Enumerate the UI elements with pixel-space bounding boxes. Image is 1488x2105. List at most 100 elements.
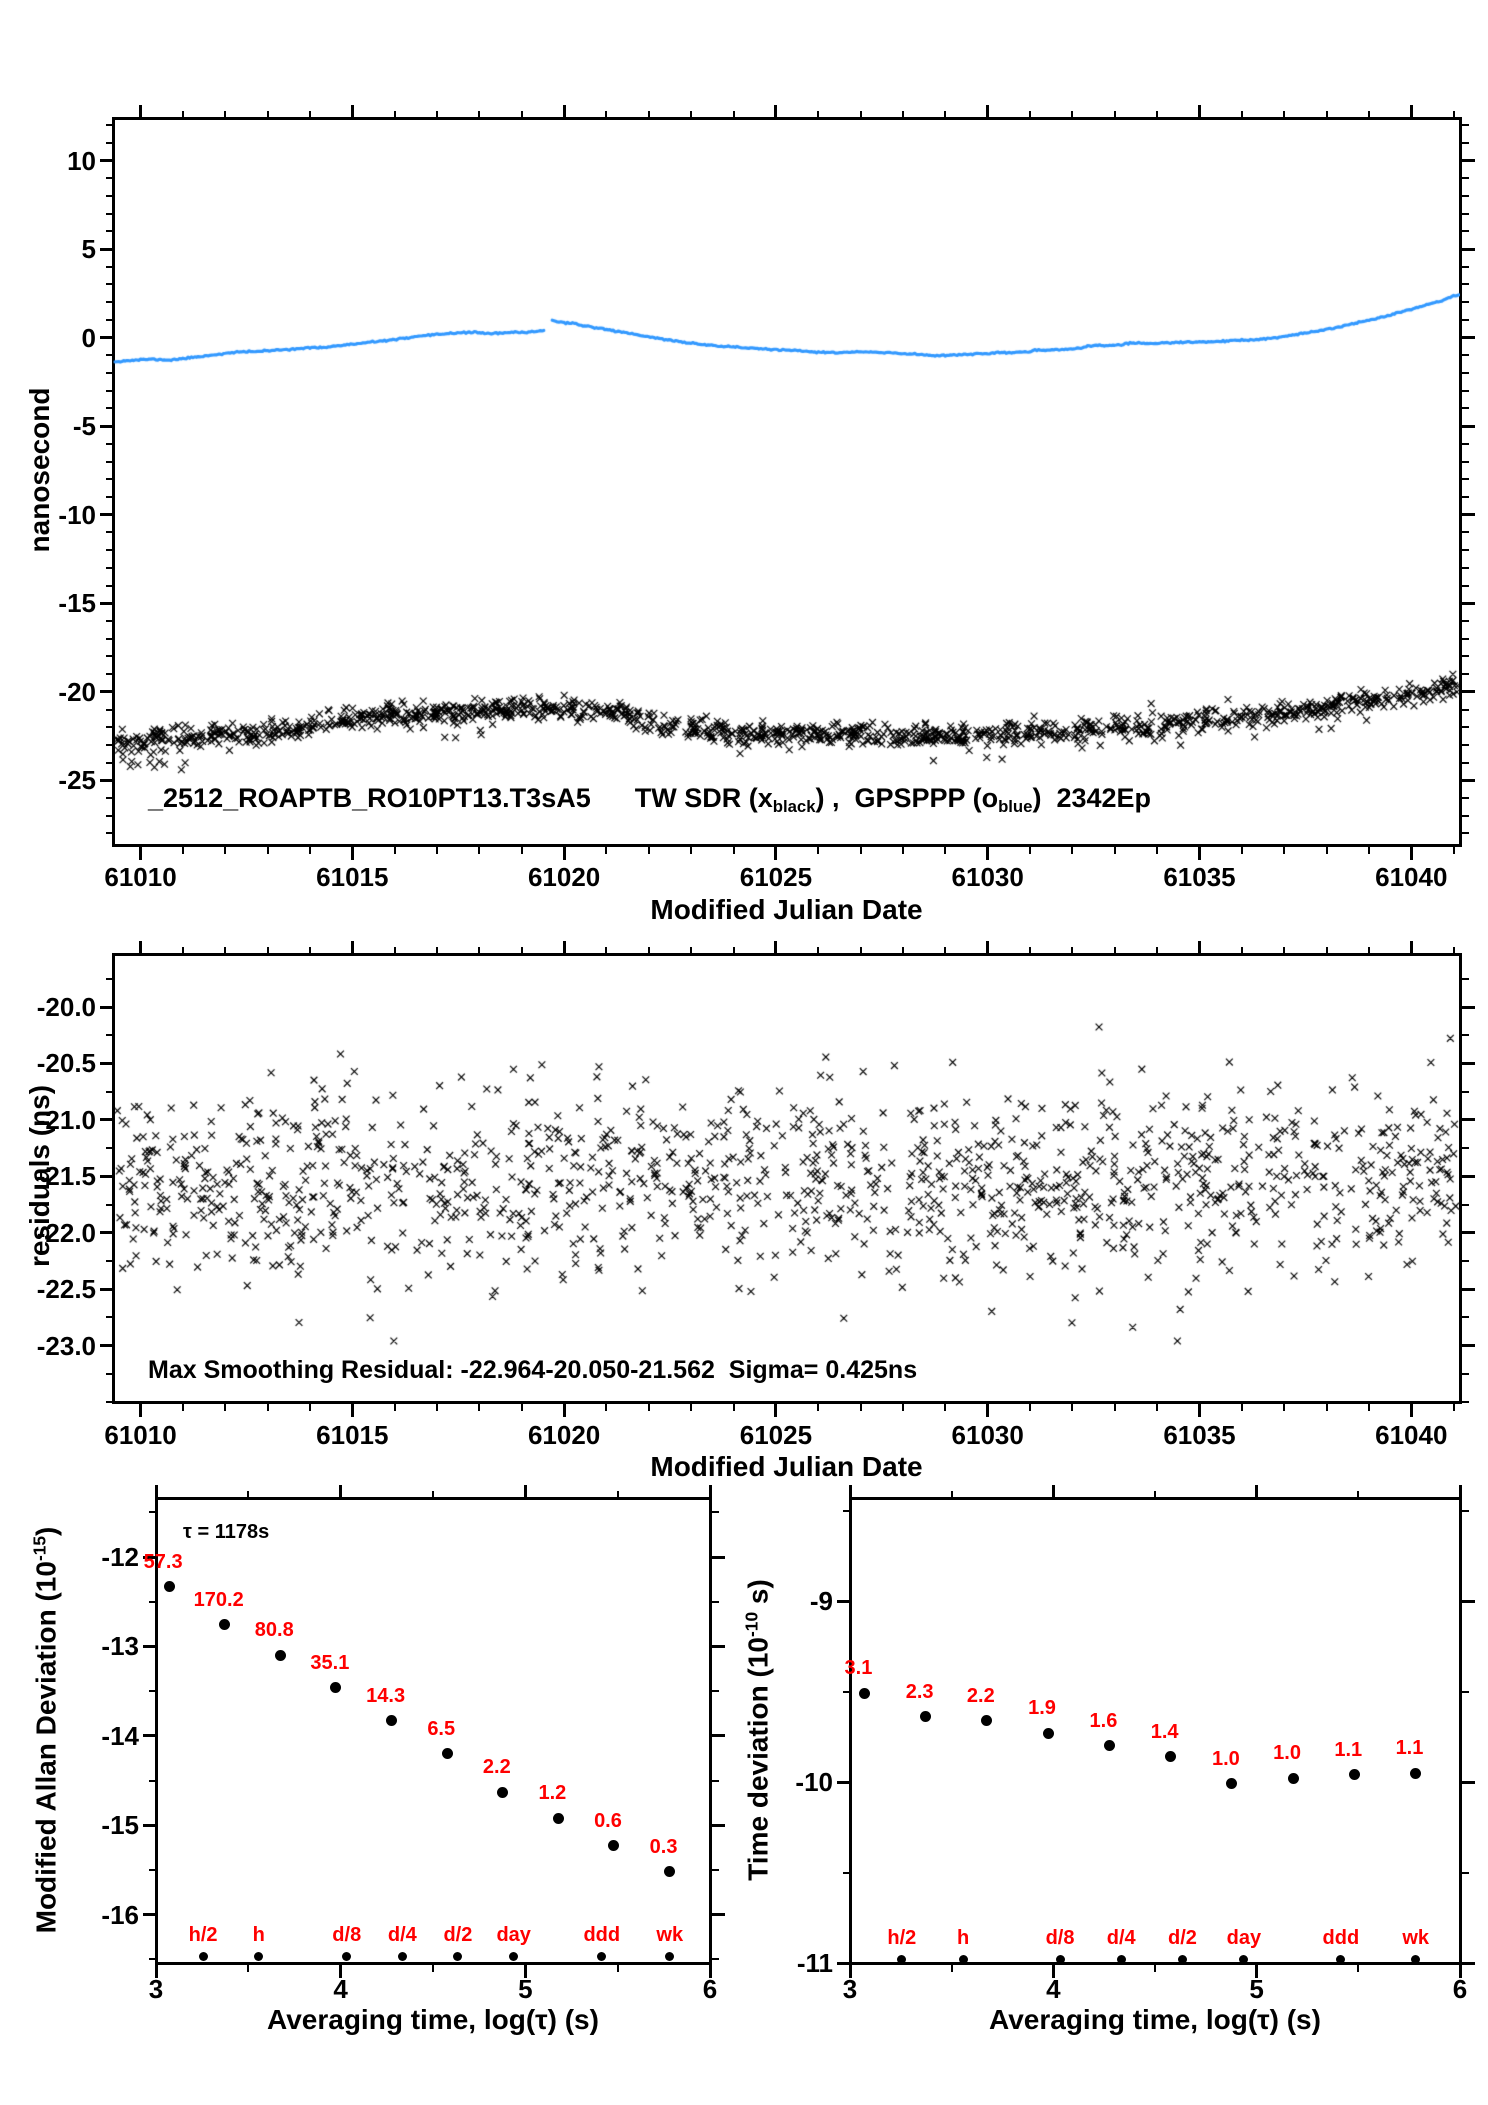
- tdev-data-point: [1103, 1740, 1115, 1752]
- tw-gps-comparison-x-minor-tick: [436, 847, 439, 854]
- tw-gps-comparison-y-minor-tick: [106, 814, 113, 817]
- residuals-y-minor-tick: [1462, 1372, 1469, 1375]
- mdev-y-minor-tick: [712, 1958, 719, 1961]
- residuals-x-minor-tick: [1071, 1404, 1074, 1411]
- residuals-x-minor-tick: [1452, 947, 1455, 954]
- tw-gps-comparison-x-minor-tick: [181, 111, 184, 118]
- residuals-y-minor-tick: [1462, 1316, 1469, 1319]
- tdev-x-major-tick: [1051, 1485, 1055, 1498]
- residuals-x-minor-tick: [1029, 947, 1032, 954]
- residuals-x-minor-tick: [520, 1404, 523, 1411]
- tw-gps-comparison-x-minor-tick: [1367, 847, 1370, 854]
- tw-gps-comparison-y-minor-tick: [1462, 531, 1469, 534]
- residuals-y-minor-tick: [106, 1401, 113, 1403]
- residuals-y-major-tick: [100, 1231, 113, 1235]
- tw-gps-comparison-x-minor-tick: [308, 847, 311, 854]
- tw-gps-comparison-y-minor-tick: [1462, 619, 1469, 622]
- residuals-x-minor-tick: [647, 947, 650, 954]
- mdev-y-tick-label: -16: [101, 1899, 139, 1930]
- tw-gps-comparison-x-minor-tick: [647, 111, 650, 118]
- tw-gps-comparison-x-minor-tick: [1325, 847, 1328, 854]
- tw-gps-comparison-x-minor-tick: [605, 847, 608, 854]
- tw-gps-comparison-y-tick-label: 0: [81, 322, 96, 353]
- residuals-x-tick-label: 61030: [951, 1420, 1024, 1450]
- residuals-y-tick-label: -21.0: [36, 1104, 96, 1135]
- tw-gps-comparison-y-minor-tick: [1462, 354, 1469, 357]
- residuals-x-minor-tick: [436, 1404, 439, 1411]
- mdev-y-major-tick: [143, 1823, 156, 1827]
- residuals-x-minor-tick: [1325, 1404, 1328, 1411]
- residuals-x-major-tick: [1409, 1404, 1413, 1417]
- mdev-x-major-tick: [523, 1485, 527, 1498]
- tdev-time-marker-dot: [958, 1954, 968, 1964]
- mdev-point-value-label: 80.8: [254, 1619, 294, 1642]
- residuals-x-minor-tick: [1071, 947, 1074, 954]
- tdev-point-value-label: 1.1: [1395, 1737, 1424, 1760]
- tw-gps-comparison-x-major-tick: [562, 847, 566, 860]
- mdev-y-tick-label: -13: [101, 1631, 139, 1662]
- tw-gps-comparison-y-major-tick: [100, 336, 113, 340]
- tw-gps-comparison-y-minor-tick: [1462, 212, 1469, 215]
- mdev-x-major-tick: [339, 1965, 343, 1978]
- mdev-xlabel: Averaging time, log(τ) (s): [267, 2004, 599, 2035]
- residuals-x-minor-tick: [1240, 1404, 1243, 1411]
- residuals-y-tick-label: -23.0: [36, 1330, 96, 1361]
- mdev-x-minor-tick: [247, 1965, 250, 1972]
- mdev-data-point: [608, 1840, 620, 1852]
- residuals-x-minor-tick: [520, 947, 523, 954]
- tw-gps-comparison-x-tick-label: 61040: [1375, 862, 1448, 892]
- residuals-x-minor-tick: [944, 947, 947, 954]
- tw-gps-comparison-x-minor-tick: [901, 847, 904, 854]
- tdev-time-marker-dot: [1239, 1954, 1249, 1964]
- tdev-point-value-label: 2.3: [905, 1680, 934, 1703]
- mdev-time-marker-dot: [665, 1951, 675, 1961]
- tw-gps-comparison-y-minor-tick: [106, 372, 113, 375]
- mdev-time-marker-label: d/2: [443, 1924, 473, 1946]
- tw-gps-comparison-y-minor-tick: [106, 761, 113, 764]
- residuals-y-major-tick: [100, 1174, 113, 1178]
- tw-gps-comparison-y-major-tick: [100, 424, 113, 428]
- tw-gps-comparison-y-minor-tick: [1462, 283, 1469, 286]
- tw-gps-comparison-x-minor-tick: [520, 847, 523, 854]
- mdev-x-minor-tick: [616, 1965, 619, 1972]
- tw-gps-comparison-y-minor-tick: [1462, 673, 1469, 676]
- tw-gps-comparison-x-major-tick: [986, 847, 990, 860]
- residuals-y-tick-label: -22.5: [36, 1274, 96, 1305]
- residuals-x-minor-tick: [1283, 1404, 1286, 1411]
- mdev-y-minor-tick: [712, 1511, 719, 1514]
- tw-gps-comparison-x-minor-tick: [1029, 847, 1032, 854]
- tw-gps-comparison-x-minor-tick: [1029, 111, 1032, 118]
- tw-gps-comparison-y-minor-tick: [1462, 584, 1469, 587]
- mdev-time-marker-label: d/4: [387, 1924, 417, 1946]
- residuals-x-minor-tick: [901, 1404, 904, 1411]
- tw-gps-comparison-x-minor-tick: [393, 111, 396, 118]
- residuals-y-major-tick: [1462, 1174, 1475, 1178]
- tw-gps-comparison-x-major-tick: [986, 105, 990, 118]
- tdev-point-value-label: 1.9: [1028, 1697, 1056, 1720]
- residuals-x-minor-tick: [1156, 1404, 1159, 1411]
- tdev-y-major-tick: [837, 1780, 850, 1784]
- tdev-data-point: [1287, 1772, 1299, 1784]
- mdev-x-tick-label: 6: [702, 1974, 718, 2004]
- tw-gps-comparison-x-minor-tick: [224, 847, 227, 854]
- mdev-x-minor-tick: [432, 1491, 434, 1498]
- mdev-x-major-tick: [523, 1965, 527, 1978]
- tdev-y-major-tick: [1462, 1780, 1475, 1784]
- tw-gps-comparison-y-minor-tick: [106, 495, 113, 498]
- mdev-y-minor-tick: [149, 1779, 156, 1782]
- residuals-x-minor-tick: [308, 1404, 311, 1411]
- middle-panel-xlabel: Modified Julian Date: [650, 1451, 923, 1482]
- residuals-x-minor-tick: [1113, 1404, 1116, 1411]
- tw-gps-comparison-y-minor-tick: [106, 301, 113, 304]
- residuals-x-minor-tick: [1240, 947, 1243, 954]
- mdev-y-major-tick: [143, 1734, 156, 1738]
- mdev-x-major-tick: [154, 1965, 158, 1978]
- tw-gps-comparison-x-minor-tick: [1071, 847, 1074, 854]
- tw-gps-comparison-x-minor-tick: [1113, 111, 1116, 118]
- mdev-point-value-label: 0.6: [594, 1809, 622, 1832]
- mdev-data-point: [552, 1812, 564, 1824]
- tdev-x-major-tick: [848, 1965, 852, 1978]
- residuals-y-tick-label: -21.5: [36, 1161, 96, 1192]
- residuals-y-minor-tick: [1462, 1090, 1469, 1093]
- tdev-time-marker-label: h: [956, 1927, 970, 1949]
